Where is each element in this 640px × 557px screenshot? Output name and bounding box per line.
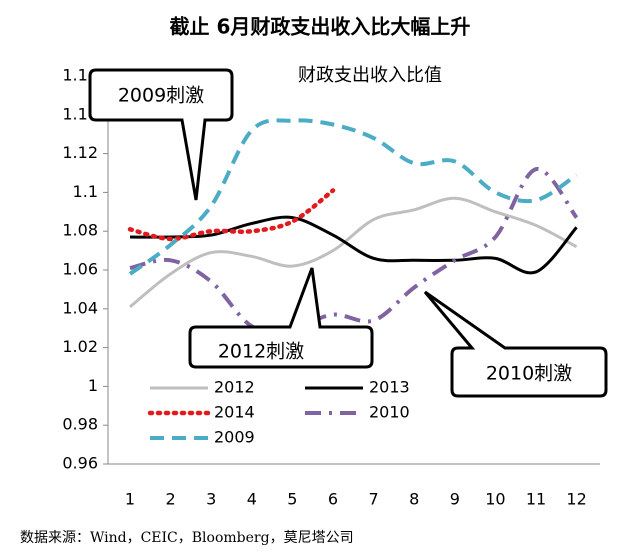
y-tick-label: 1 xyxy=(88,376,98,395)
y-tick-label: 1.06 xyxy=(62,260,98,279)
x-tick-label: 11 xyxy=(526,490,546,509)
x-tick-label: 4 xyxy=(247,490,257,509)
x-tick-label: 2 xyxy=(166,490,176,509)
x-tick-label: 10 xyxy=(485,490,505,509)
y-tick-label: 1.1 xyxy=(73,182,98,201)
y-tick-label: 1.04 xyxy=(62,298,98,317)
y-tick-label: 0.98 xyxy=(62,415,98,434)
y-tick-label: 0.96 xyxy=(62,454,98,473)
legend-label: 2009 xyxy=(214,428,255,447)
x-tick-label: 8 xyxy=(409,490,419,509)
annotation: 2010刺激 xyxy=(486,363,572,385)
legend-label: 2014 xyxy=(214,403,255,422)
x-tick-label: 9 xyxy=(450,490,460,509)
series-line xyxy=(129,196,578,309)
series-line xyxy=(127,188,336,242)
source: 数据来源：Wind，CEIC，Bloomberg，莫尼塔公司 xyxy=(20,530,354,546)
x-tick-label: 12 xyxy=(566,490,586,509)
callout-2010 xyxy=(423,290,608,398)
y-tick-label: 1.12 xyxy=(62,143,98,162)
callouts xyxy=(88,68,608,398)
x-tick-label: 5 xyxy=(287,490,297,509)
annotation: 2009刺激 xyxy=(118,85,204,107)
y-tick-label: 1.08 xyxy=(62,221,98,240)
x-tick-label: 3 xyxy=(206,490,216,509)
callout-2012 xyxy=(188,267,374,369)
chart-subtitle: 财政支出收入比值 xyxy=(298,65,442,86)
legend-label: 2010 xyxy=(369,403,410,422)
callout-2009 xyxy=(88,68,234,201)
series-line xyxy=(129,215,578,275)
x-tick-label: 7 xyxy=(369,490,379,509)
series-line xyxy=(128,118,578,276)
plot-area: 0.960.9811.021.041.061.081.11.121.141.16… xyxy=(62,66,600,509)
y-tick-label: 1.02 xyxy=(62,337,98,356)
legend-label: 2012 xyxy=(214,378,255,397)
annotation: 2012刺激 xyxy=(218,341,304,363)
legend-label: 2013 xyxy=(369,378,410,397)
chart-title: 截止 6月财政支出收入比大幅上升 xyxy=(170,15,471,39)
x-tick-label: 6 xyxy=(328,490,338,509)
x-tick-label: 1 xyxy=(125,490,135,509)
